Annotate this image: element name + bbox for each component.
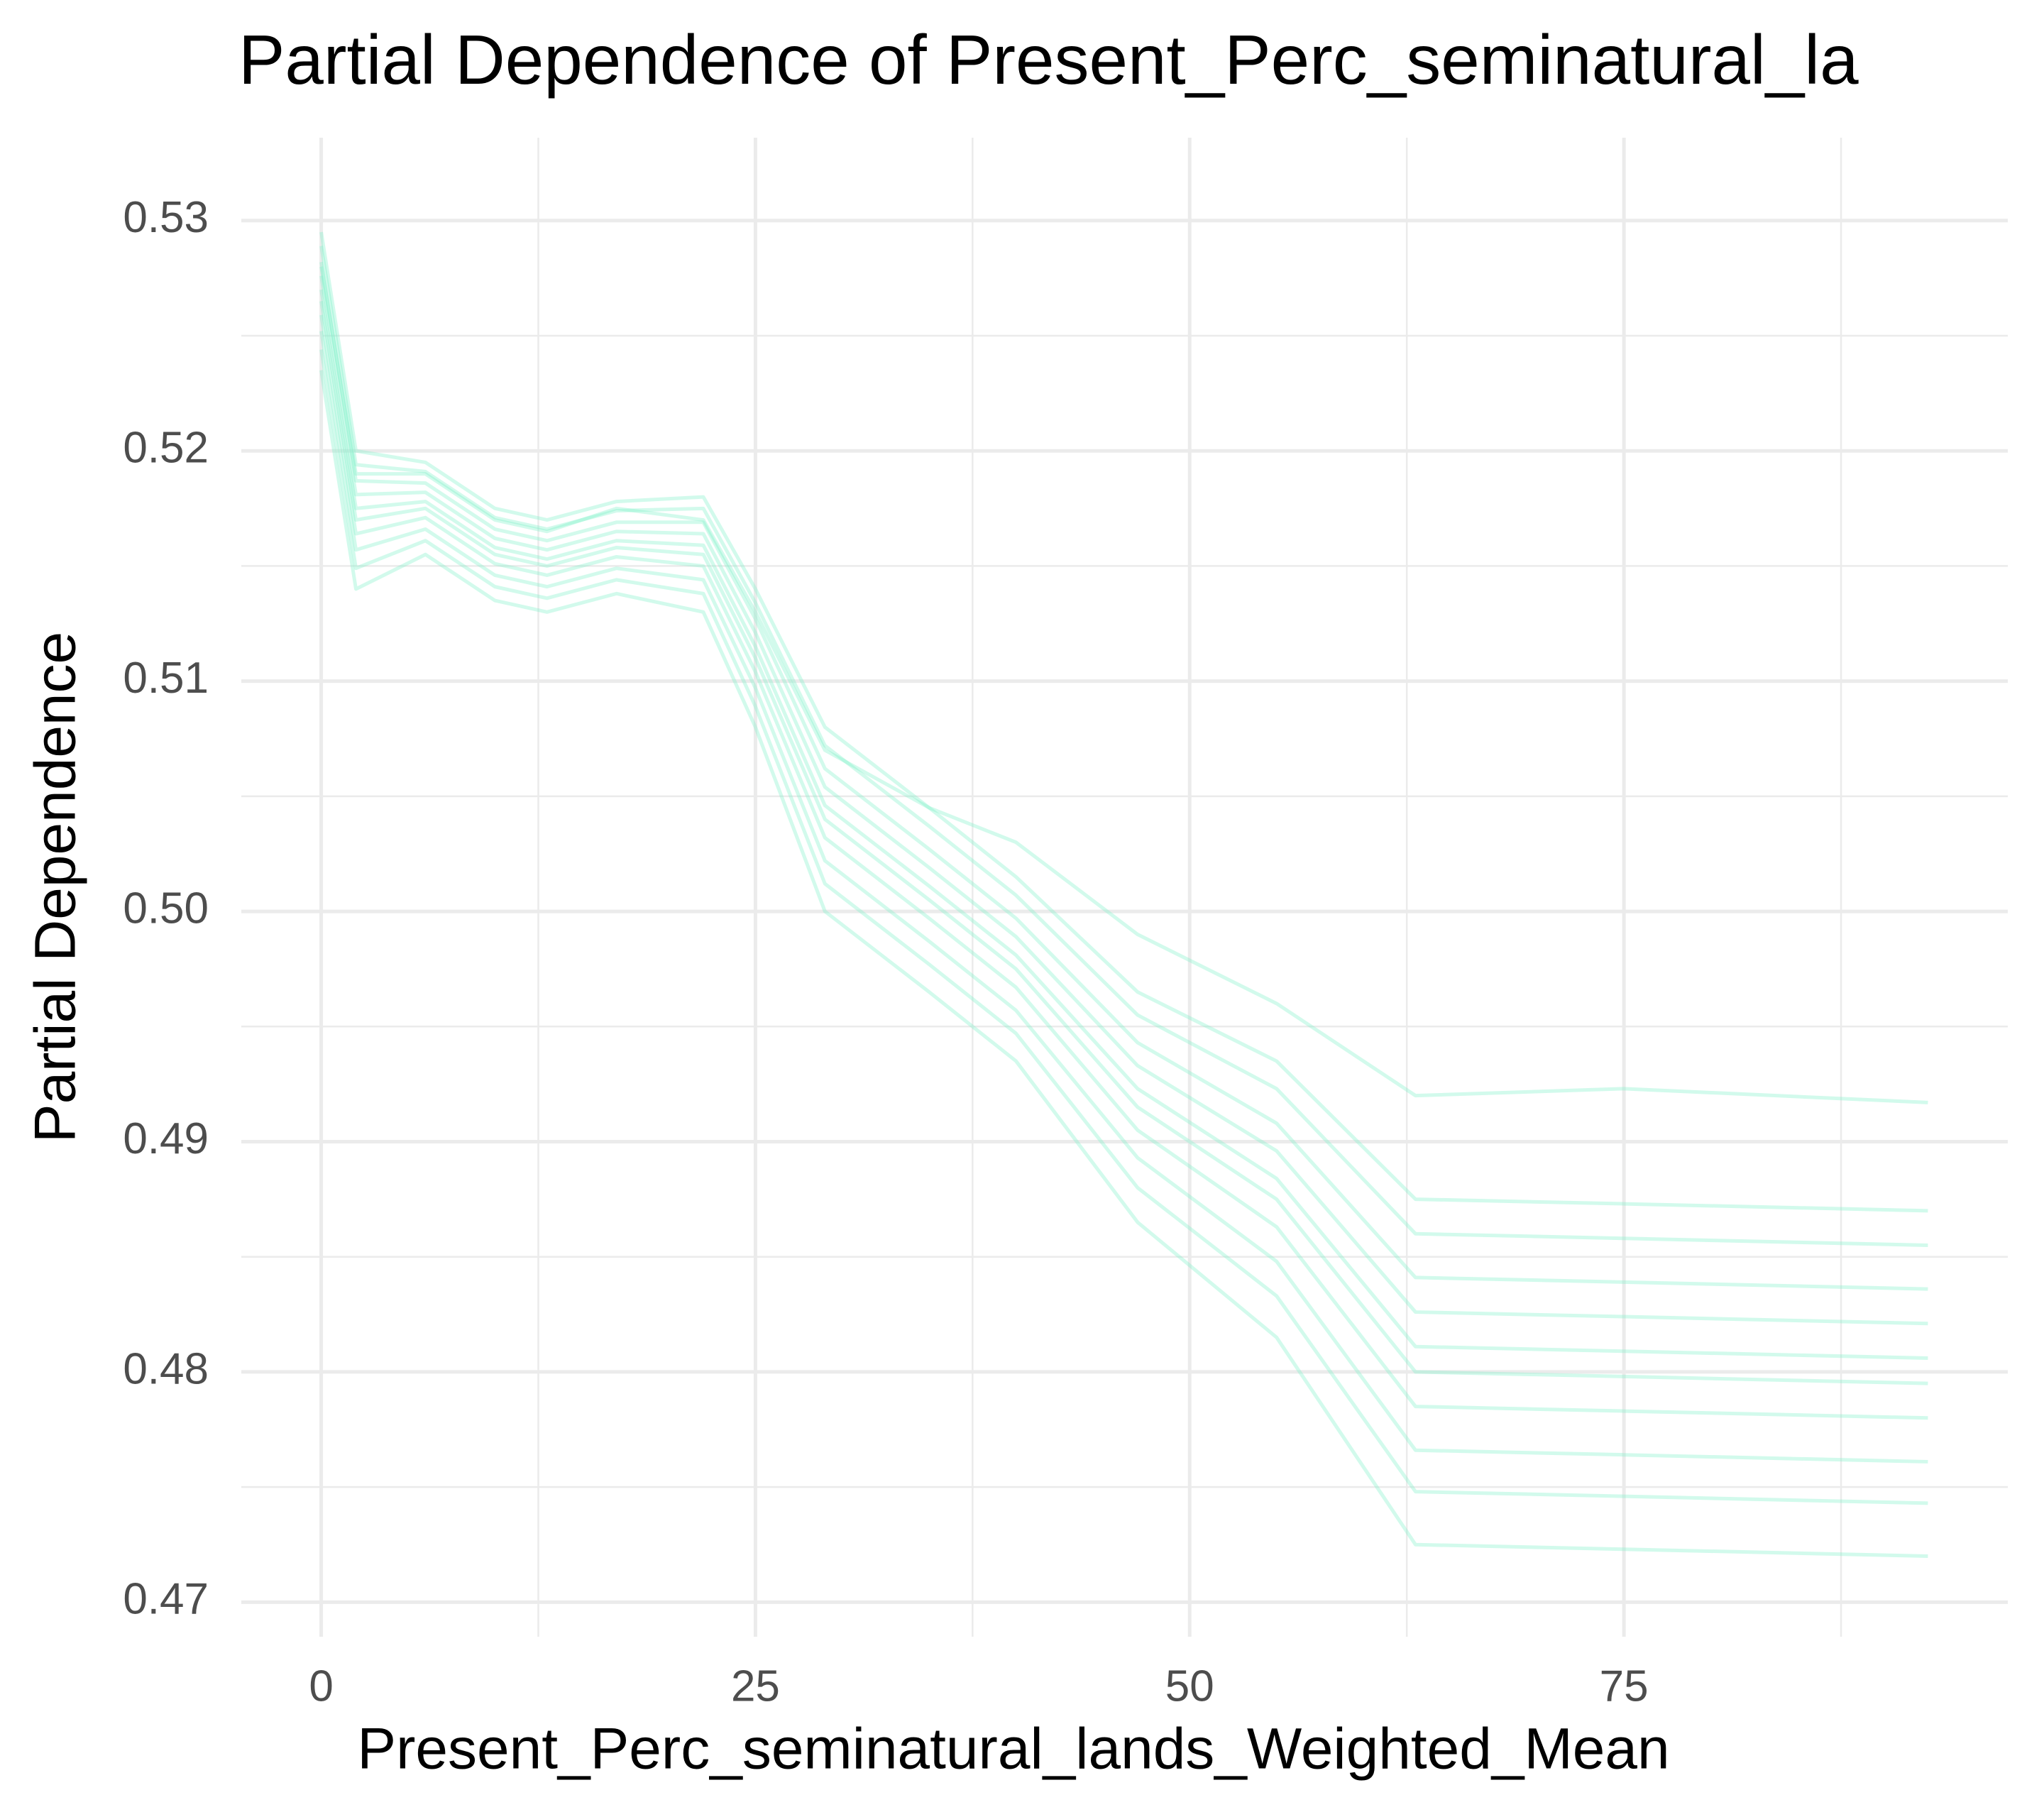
- x-axis-title: Present_Perc_seminatural_lands_Weighted_…: [357, 1717, 1669, 1782]
- y-axis-title: Partial Dependence: [23, 632, 88, 1143]
- ice-line: [319, 314, 1928, 1420]
- y-tick-label: 0.50: [123, 884, 209, 933]
- ice-line: [319, 266, 1928, 1104]
- x-tick-label: 0: [309, 1662, 333, 1711]
- x-tick-label: 25: [731, 1662, 780, 1711]
- chart-title: Partial Dependence of Present_Perc_semin…: [238, 21, 1859, 99]
- ice-line: [319, 246, 1928, 1247]
- lines: [319, 231, 1928, 1558]
- y-tick-label: 0.47: [123, 1575, 209, 1624]
- ice-line: [319, 331, 1928, 1464]
- ice-line: [319, 349, 1928, 1505]
- y-tick-label: 0.53: [123, 193, 209, 242]
- x-tick-label: 75: [1600, 1662, 1649, 1711]
- y-tick-label: 0.49: [123, 1114, 209, 1163]
- ice-line: [319, 300, 1928, 1385]
- grid: [241, 138, 2008, 1637]
- y-tick-label: 0.52: [123, 424, 209, 473]
- y-tick-label: 0.48: [123, 1344, 209, 1393]
- y-tick-label: 0.51: [123, 654, 209, 703]
- ice-line: [319, 231, 1928, 1213]
- ice-line: [319, 370, 1928, 1558]
- ice-line: [319, 275, 1928, 1326]
- ice-line: [319, 261, 1928, 1291]
- ice-line: [319, 289, 1928, 1360]
- x-tick-label: 50: [1165, 1662, 1214, 1711]
